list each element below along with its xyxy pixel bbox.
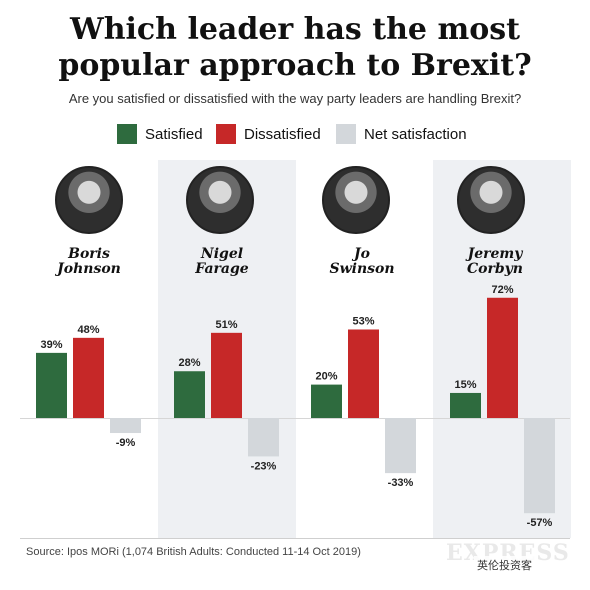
legend-label-dissatisfied: Dissatisfied: [244, 125, 321, 143]
chart-title: Which leader has the most popular approa…: [0, 12, 590, 84]
leader-first-name: Jo: [354, 246, 370, 262]
wechat-watermark: 英伦投资客: [474, 556, 535, 574]
bar-label-swinson-satisfied: 20%: [315, 371, 337, 383]
leader-name-farage: Nigel Farage: [153, 247, 291, 277]
jo-swinson-photo: [322, 166, 390, 234]
leader-first-name: Nigel: [200, 246, 244, 262]
bar-label-swinson-dissatisfied: 53%: [352, 315, 374, 327]
source-note: Source: Ipos MORi (1,074 British Adults:…: [26, 546, 361, 558]
legend-swatch-dissatisfied: [216, 124, 236, 144]
title-line-2: popular approach to Brexit?: [58, 48, 532, 83]
bar-label-corbyn-net: -57%: [527, 517, 553, 529]
boris-johnson-photo: [55, 166, 123, 234]
bar-boris-satisfied: [36, 352, 67, 418]
leader-first-name: Jeremy: [467, 246, 523, 262]
bar-label-farage-net: -23%: [251, 460, 277, 472]
bar-corbyn-satisfied: [450, 392, 481, 418]
leader-first-name: Boris: [68, 246, 110, 262]
legend-item-dissatisfied: Dissatisfied: [216, 124, 321, 144]
leader-last-name: Corbyn: [467, 261, 523, 277]
bar-label-boris-dissatisfied: 48%: [77, 324, 99, 336]
legend-item-satisfied: Satisfied: [117, 124, 203, 144]
bar-farage-dissatisfied: [211, 332, 242, 418]
bar-label-corbyn-satisfied: 15%: [454, 379, 476, 391]
bar-label-swinson-net: -33%: [388, 477, 414, 489]
leader-last-name: Johnson: [57, 261, 121, 277]
legend: Satisfied Dissatisfied Net satisfaction: [0, 124, 590, 148]
bar-swinson-satisfied: [311, 384, 342, 418]
bar-boris-net: [110, 418, 141, 434]
bar-farage-net: [248, 418, 279, 457]
bar-label-boris-net: -9%: [116, 437, 136, 449]
leader-name-corbyn: Jeremy Corbyn: [426, 247, 564, 277]
legend-label-satisfied: Satisfied: [145, 125, 203, 143]
bar-label-corbyn-dissatisfied: 72%: [491, 284, 513, 296]
footer-divider: [20, 538, 570, 539]
chart-baseline: [20, 418, 570, 419]
legend-item-net: Net satisfaction: [336, 124, 467, 144]
leader-last-name: Swinson: [329, 261, 395, 277]
legend-swatch-net: [336, 124, 356, 144]
bar-swinson-dissatisfied: [348, 329, 379, 418]
bar-label-boris-satisfied: 39%: [40, 339, 62, 351]
bar-label-farage-satisfied: 28%: [178, 357, 200, 369]
leader-last-name: Farage: [195, 261, 249, 277]
bar-swinson-net: [385, 418, 416, 474]
title-line-1: Which leader has the most: [70, 12, 520, 47]
bar-corbyn-dissatisfied: [487, 297, 518, 418]
chart-subtitle: Are you satisfied or dissatisfied with t…: [68, 91, 522, 106]
legend-label-net: Net satisfaction: [364, 125, 467, 143]
leader-name-boris: Boris Johnson: [20, 247, 158, 277]
legend-swatch-satisfied: [117, 124, 137, 144]
bar-boris-dissatisfied: [73, 337, 104, 418]
leader-name-swinson: Jo Swinson: [293, 247, 431, 277]
nigel-farage-photo: [186, 166, 254, 234]
bar-label-farage-dissatisfied: 51%: [215, 319, 237, 331]
bar-corbyn-net: [524, 418, 555, 514]
bar-farage-satisfied: [174, 371, 205, 418]
jeremy-corbyn-photo: [457, 166, 525, 234]
